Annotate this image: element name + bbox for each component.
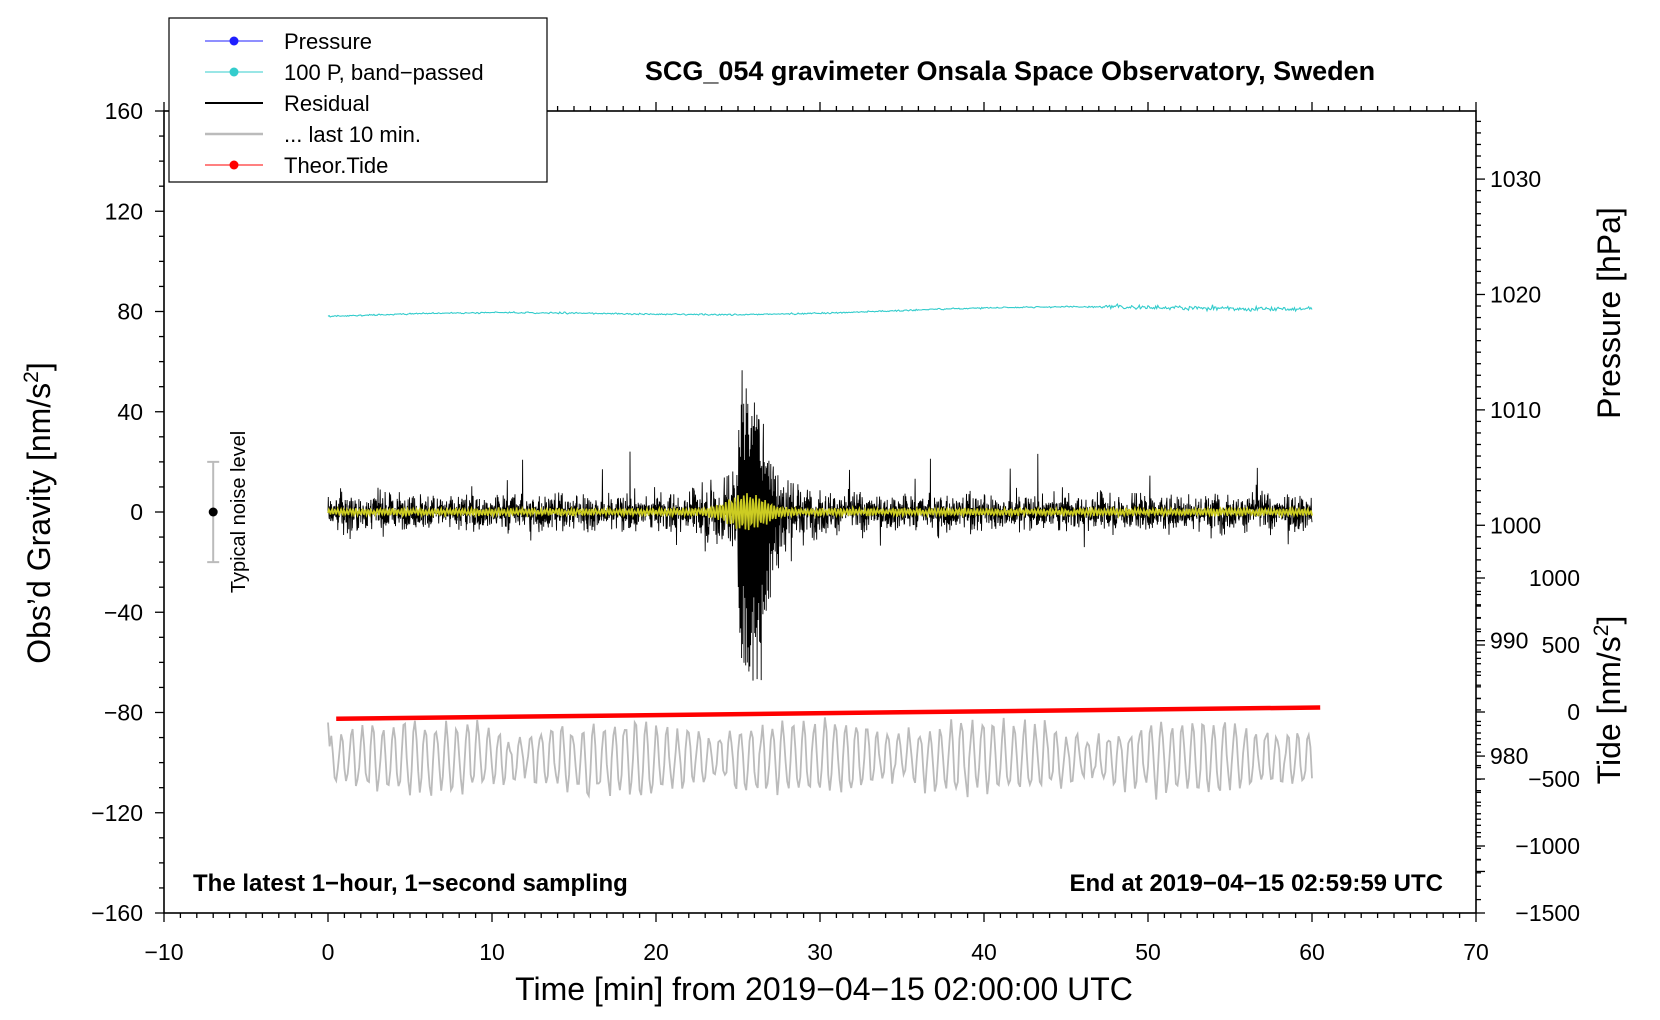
x-tick-label: −10 [144,939,183,965]
chart-series [327,303,1321,800]
legend-label: Theor.Tide [284,153,388,178]
y-axis-label-left-end: ] [21,362,57,371]
y-tick-label: −80 [104,700,143,726]
chart-title: SCG_054 gravimeter Onsala Space Observat… [645,56,1375,86]
legend-item: Theor.Tide [205,153,388,178]
x-tick-label: 0 [322,939,335,965]
legend-marker [229,67,239,77]
tide-tick-label: −1000 [1515,833,1580,859]
y-tick-label: 40 [117,399,143,425]
x-tick-label: 30 [807,939,833,965]
tide-tick-label: −500 [1528,766,1580,792]
legend-item: Pressure [205,29,372,54]
tide-axis-label: Tide [nm/s2] [1590,616,1627,785]
x-axis-label: Time [min] from 2019−04−15 02:00:00 UTC [515,971,1133,1007]
x-tick-label: 40 [971,939,997,965]
x-tick-label: 60 [1299,939,1325,965]
pressure-tick-label: 1000 [1490,512,1541,538]
tide-tick-label: 1000 [1529,565,1580,591]
series-residual [327,370,1313,681]
y-tick-label: −160 [91,900,143,926]
y-tick-label: 120 [105,198,143,224]
legend: Pressure 100 P, band−passed Residual ... la… [168,17,548,183]
legend-label: 100 P, band−passed [284,60,484,85]
pressure-axis-label: Pressure [hPa] [1591,207,1627,419]
legend-marker [229,36,239,46]
pressure-axis-ticks: 1030 1020 1010 1000 990 980 [1476,120,1541,873]
y-tick-label: 0 [130,499,143,525]
series-filtered-residual [327,493,1313,531]
pressure-tick-label: 1010 [1490,397,1541,423]
tide-axis-label-end: ] [1591,616,1627,625]
series-last-10-min [327,717,1313,800]
noise-indicator: Typical noise level [207,431,250,593]
y-axis-label-left: Obs’d Gravity [nm/s2] [20,362,57,664]
tide-axis-label-sup: 2 [1590,625,1613,637]
legend-label: Pressure [284,29,372,54]
annotation-end-time: End at 2019−04−15 02:59:59 UTC [1069,870,1443,897]
pressure-tick-label: 1030 [1490,166,1541,192]
legend-marker [229,160,239,170]
series-band-passed-pressure [327,303,1313,318]
noise-bar-label: Typical noise level [228,431,250,593]
x-tick-label: 10 [479,939,505,965]
y-tick-label: −40 [104,599,143,625]
pressure-tick-label: 1020 [1490,281,1541,307]
tide-tick-label: −1500 [1515,900,1580,926]
x-tick-label: 20 [643,939,669,965]
tide-axis-label-main: Tide [nm/s [1591,636,1627,784]
tide-tick-label: 500 [1542,632,1580,658]
y-tick-label: −120 [91,800,143,826]
x-tick-label: 50 [1135,939,1161,965]
y-tick-label: 160 [105,98,143,124]
annotation-sampling: The latest 1−hour, 1−second sampling [193,870,628,897]
pressure-tick-label: 980 [1490,743,1528,769]
pressure-tick-label: 990 [1490,628,1528,654]
x-tick-label: 70 [1463,939,1489,965]
legend-item: ... last 10 min. [205,122,421,147]
y-tick-label: 80 [117,299,143,325]
legend-item: Residual [205,91,370,116]
series-theoretical-tide [336,705,1321,722]
tide-tick-label: 0 [1567,699,1580,725]
y-axis-label-left-sup: 2 [20,371,43,383]
legend-label: ... last 10 min. [284,122,421,147]
y-axis-label-left-main: Obs’d Gravity [nm/s [21,383,57,664]
legend-label: Residual [284,91,370,116]
noise-bar-point [208,507,218,517]
tide-axis-ticks: 1000 500 0 −500 −1000 −1500 [1476,565,1580,926]
legend-item: 100 P, band−passed [205,60,484,85]
legend-box [168,17,548,183]
y-axis-ticks: 160 120 80 40 0 −40 −80 −120 −160 [91,98,164,926]
